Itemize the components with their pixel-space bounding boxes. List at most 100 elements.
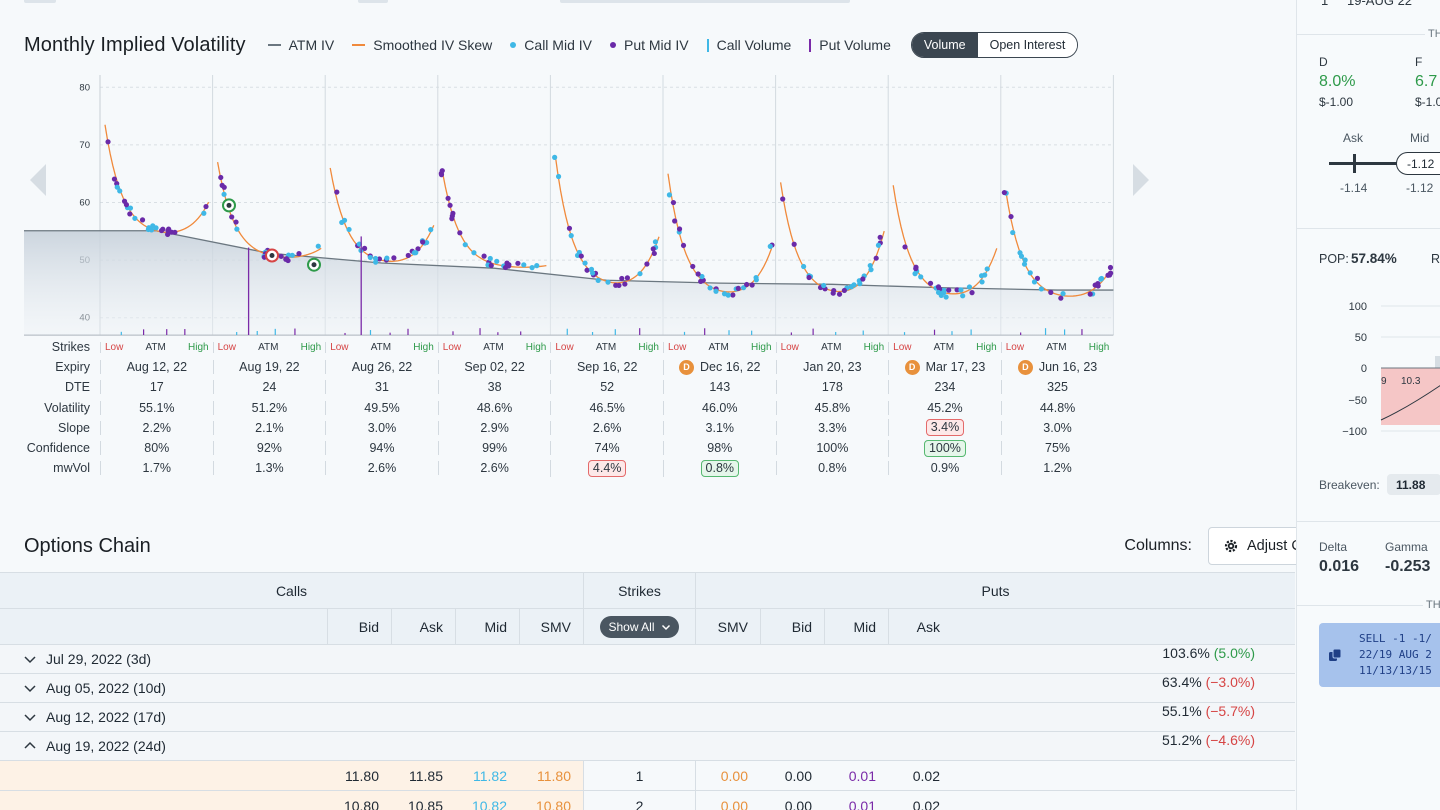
strike-low-label[interactable]: Low bbox=[1005, 341, 1025, 353]
stats-cell: 48.6% bbox=[437, 400, 551, 415]
legend-swatch bbox=[809, 38, 812, 52]
put-bid[interactable]: 0.00 bbox=[784, 767, 812, 784]
chevron-down-icon[interactable] bbox=[24, 682, 36, 694]
call-mid[interactable]: 10.82 bbox=[471, 797, 507, 810]
gamma-label: Gamma bbox=[1385, 540, 1428, 554]
strike-low-label[interactable]: Low bbox=[105, 341, 124, 353]
put-ask[interactable]: 0.02 bbox=[912, 767, 940, 784]
put-mid[interactable]: 0.01 bbox=[848, 797, 876, 810]
strike-atm-label[interactable]: ATM bbox=[708, 341, 729, 353]
strike-atm-label[interactable]: ATM bbox=[595, 341, 617, 353]
stats-cell: Aug 12, 22 bbox=[100, 360, 213, 375]
stats-cell: Low ATM High bbox=[212, 341, 326, 353]
stats-row: Confidence 80% 92% 94% 99% 74% 98% 100% 100% 75% bbox=[0, 438, 1120, 458]
stats-value-slope: 2.2% bbox=[142, 420, 172, 435]
strike-value[interactable]: 1 bbox=[584, 761, 696, 790]
call-bid[interactable]: 10.80 bbox=[343, 797, 379, 810]
highlighted-point-core bbox=[311, 262, 317, 268]
strike-high-label[interactable]: High bbox=[413, 341, 434, 353]
stats-row: Volatility 55.1% 51.2% 49.5% 48.6% 46.5% 46.0%… bbox=[0, 398, 1120, 418]
toggle-volume[interactable]: Volume bbox=[911, 33, 978, 57]
strike-high-label[interactable]: High bbox=[750, 341, 772, 353]
call-smv[interactable]: 11.80 bbox=[537, 767, 571, 784]
put-col-header[interactable]: Mid bbox=[824, 609, 888, 644]
call-mid-iv-point bbox=[935, 289, 942, 296]
put-mid[interactable]: 0.01 bbox=[848, 767, 876, 784]
expiration-label[interactable]: Aug 12, 2022 (17d) bbox=[0, 703, 166, 731]
call-ask[interactable]: 10.85 bbox=[407, 797, 443, 810]
chart-prev-arrow-icon[interactable] bbox=[30, 164, 46, 196]
call-col-header[interactable]: Mid bbox=[455, 609, 519, 644]
strike-atm-label[interactable]: ATM bbox=[821, 341, 842, 353]
strike-low-label[interactable]: Low bbox=[217, 341, 236, 353]
chevron-down-icon[interactable] bbox=[24, 711, 36, 723]
show-all-dropdown[interactable]: Show All bbox=[600, 615, 679, 638]
strike-atm-label[interactable]: ATM bbox=[145, 341, 166, 353]
call-smv[interactable]: 10.80 bbox=[535, 797, 571, 810]
stats-value-vol: 46.0% bbox=[702, 400, 738, 415]
expiration-row[interactable]: Aug 19, 2022 (24d) 51.2% (−4.6%) bbox=[0, 732, 1295, 761]
call-mid-iv-point bbox=[471, 250, 477, 256]
strike-high-label[interactable]: High bbox=[863, 341, 885, 353]
call-col-header[interactable]: SMV bbox=[519, 609, 583, 644]
call-bid[interactable]: 11.80 bbox=[345, 767, 379, 784]
call-col-header[interactable]: Ask bbox=[391, 609, 455, 644]
expiration-row[interactable]: Aug 12, 2022 (17d) 55.1% (−5.7%) bbox=[0, 703, 1295, 732]
strike-low-label[interactable]: Low bbox=[667, 341, 687, 353]
put-col-header[interactable]: Bid bbox=[760, 609, 824, 644]
strike-low-label[interactable]: Low bbox=[780, 341, 799, 353]
strike-low-label[interactable]: Low bbox=[555, 341, 574, 353]
price-slider-handle[interactable]: -1.12 bbox=[1396, 152, 1440, 175]
options-chain-table: Calls Strikes Puts Bid Ask Mid SMV Show All… bbox=[0, 572, 1295, 810]
order-card[interactable]: SELL -1 -1/ 22/19 AUG 2 11/13/13/15 bbox=[1319, 623, 1440, 687]
strike-value[interactable]: 2 bbox=[584, 791, 696, 810]
expiration-label[interactable]: Aug 19, 2022 (24d) bbox=[0, 732, 166, 760]
strike-high-label[interactable]: High bbox=[1088, 341, 1110, 353]
volume-oi-toggle[interactable]: Volume Open Interest bbox=[910, 32, 1079, 58]
call-mid[interactable]: 11.82 bbox=[473, 767, 507, 784]
expiration-label[interactable]: Jul 29, 2022 (3d) bbox=[0, 645, 151, 673]
price-slider-track[interactable] bbox=[1329, 162, 1440, 165]
strike-high-label[interactable]: High bbox=[300, 341, 322, 353]
strike-atm-label[interactable]: ATM bbox=[1046, 341, 1067, 353]
put-mid-iv-point bbox=[566, 225, 573, 231]
expiration-row[interactable]: Jul 29, 2022 (3d) 103.6% (5.0%) bbox=[0, 645, 1295, 674]
stats-row: Strikes Low ATM High Low ATM High Low ATM High Low… bbox=[0, 337, 1120, 357]
strike-atm-label[interactable]: ATM bbox=[483, 341, 504, 353]
legend-swatch bbox=[609, 42, 616, 48]
chevron-down-icon[interactable] bbox=[24, 653, 36, 665]
stats-cell: 46.5% bbox=[550, 400, 663, 415]
strike-high-label[interactable]: High bbox=[188, 341, 209, 353]
strike-high-label[interactable]: High bbox=[638, 341, 659, 353]
put-ask[interactable]: 0.02 bbox=[912, 797, 940, 810]
toggle-open-interest[interactable]: Open Interest bbox=[977, 33, 1078, 57]
put-col-header[interactable]: Ask bbox=[888, 609, 952, 644]
stats-value-slope: 2.1% bbox=[255, 420, 284, 435]
chevron-up-icon[interactable] bbox=[24, 740, 36, 752]
strike-low-label[interactable]: Low bbox=[330, 341, 349, 353]
expiration-label[interactable]: Aug 05, 2022 (10d) bbox=[0, 674, 166, 702]
strike-low-label[interactable]: Low bbox=[893, 341, 912, 353]
copy-icon[interactable] bbox=[1327, 647, 1343, 663]
panel-th2-label: TH bbox=[1423, 599, 1440, 611]
put-bid[interactable]: 0.00 bbox=[784, 797, 812, 810]
strike-high-label[interactable]: High bbox=[525, 341, 547, 353]
put-mid-iv-point bbox=[860, 276, 866, 282]
table-row[interactable]: 11.80 11.85 11.82 11.80 1 0.00 0.00 0.01 0.02 bbox=[0, 761, 1295, 791]
strike-atm-label[interactable]: ATM bbox=[258, 341, 279, 353]
put-smv[interactable]: 0.00 bbox=[720, 767, 748, 784]
call-col-header[interactable]: Bid bbox=[327, 609, 391, 644]
strike-atm-label[interactable]: ATM bbox=[933, 341, 955, 353]
call-ask[interactable]: 11.85 bbox=[409, 767, 443, 784]
r-label: R bbox=[1431, 252, 1440, 266]
pnl-profit-area bbox=[1435, 356, 1440, 368]
strike-atm-label[interactable]: ATM bbox=[370, 341, 392, 353]
chart-next-arrow-icon[interactable] bbox=[1133, 164, 1149, 196]
table-row[interactable]: 10.80 10.85 10.82 10.80 2 0.00 0.00 0.01 0.02 bbox=[0, 791, 1295, 810]
strike-high-label[interactable]: High bbox=[976, 341, 997, 353]
put-smv[interactable]: 0.00 bbox=[720, 797, 748, 810]
strike-low-label[interactable]: Low bbox=[442, 341, 462, 353]
expiration-row[interactable]: Aug 05, 2022 (10d) 63.4% (−3.0%) bbox=[0, 674, 1295, 703]
pop-label: POP: bbox=[1319, 252, 1349, 266]
put-col-header[interactable]: SMV bbox=[717, 618, 748, 635]
